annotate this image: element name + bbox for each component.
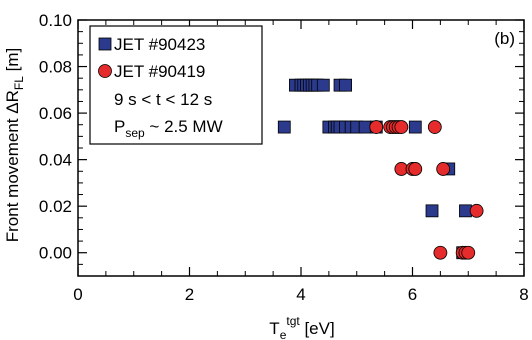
legend-label-90423: JET #90423: [114, 35, 205, 54]
legend-marker-circle: [98, 64, 112, 78]
y-axis-label-unit: [m]: [3, 48, 22, 76]
y-axis-label-sub: FL: [12, 76, 26, 90]
square-marker: [339, 78, 353, 92]
x-tick-label: 2: [185, 285, 194, 304]
square-marker: [277, 120, 291, 134]
square-marker: [316, 78, 330, 92]
circle-marker: [433, 245, 448, 260]
y-tick-label: 0.04: [39, 151, 72, 170]
circle-marker: [436, 162, 451, 176]
circle-marker: [461, 245, 476, 260]
x-tick-label: 6: [408, 285, 417, 304]
circle-marker: [408, 162, 423, 176]
legend-marker-square: [98, 37, 112, 51]
legend-power-sub: sep: [125, 126, 145, 140]
square-marker: [425, 204, 439, 218]
y-tick-label: 0.10: [39, 11, 72, 30]
square-marker: [459, 204, 472, 218]
circle-marker: [427, 120, 442, 134]
y-tick-label: 0.00: [39, 244, 72, 263]
x-tick-label: 0: [73, 285, 82, 304]
x-axis-label-unit: [eV]: [300, 319, 335, 338]
axis-tick-labels: 0 2 4 6 8 0.00 0.02 0.04 0.06 0.08 0.10: [39, 11, 529, 304]
y-axis-label: Front movement ΔRFL [m]: [3, 48, 26, 242]
legend-power-rest: ~ 2.5 MW: [145, 117, 223, 136]
x-axis-label-sup: tgt: [286, 314, 300, 328]
square-marker: [358, 120, 372, 134]
x-axis-label: Tetgt [eV]: [269, 314, 334, 340]
legend-condition-time: 9 s < t < 12 s: [114, 90, 212, 109]
circle-marker: [469, 203, 484, 218]
data-points: [277, 78, 484, 260]
axis-ticks: [77, 19, 525, 276]
y-tick-label: 0.06: [39, 104, 72, 123]
y-axis-label-main: Front movement ΔR: [3, 90, 22, 242]
legend-frame: [89, 25, 263, 145]
circle-marker: [369, 120, 384, 134]
square-marker: [408, 120, 422, 134]
plot-frame: [77, 19, 525, 277]
x-axis-label-sub: e: [280, 328, 287, 340]
x-tick-label: 4: [296, 285, 305, 304]
y-tick-label: 0.02: [39, 197, 72, 216]
legend-label-90419: JET #90419: [114, 62, 205, 81]
panel-label: (b): [494, 29, 515, 48]
x-axis-label-main: T: [269, 319, 279, 338]
y-tick-label: 0.08: [39, 58, 72, 77]
legend-condition-power: Psep ~ 2.5 MW: [114, 117, 223, 140]
legend: JET #90423 JET #90419 9 s < t < 12 s Pse…: [89, 25, 263, 145]
circle-marker: [394, 120, 409, 134]
legend-power-main: P: [114, 117, 125, 136]
x-tick-label: 8: [519, 285, 528, 304]
